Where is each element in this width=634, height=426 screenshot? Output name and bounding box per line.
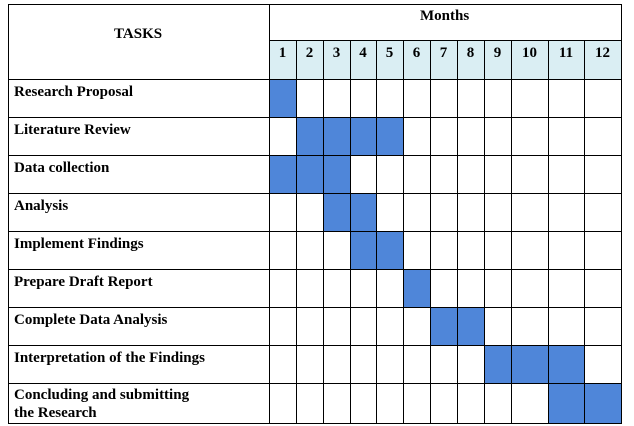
grid-line-vertical (484, 40, 485, 423)
task-bar-cell (376, 231, 403, 269)
task-label: Literature Review (14, 122, 131, 138)
grid-line-horizontal (8, 423, 622, 424)
grid-line-vertical (296, 40, 297, 423)
grid-line-vertical (621, 4, 622, 423)
grid-line-vertical (8, 4, 9, 423)
task-bar-cell (457, 307, 484, 345)
grid-line-vertical (350, 40, 351, 423)
task-bar-cell (430, 307, 457, 345)
month-number: 6 (412, 45, 421, 61)
month-header-background (269, 40, 621, 79)
grid-line-horizontal (8, 345, 622, 346)
month-number: 2 (305, 45, 314, 61)
task-label: Prepare Draft Report (14, 274, 153, 290)
task-label: Research Proposal (14, 84, 134, 100)
task-bar-cell (350, 117, 376, 155)
grid-line-vertical (323, 40, 324, 423)
task-bar-cell (296, 117, 323, 155)
grid-line-horizontal (8, 4, 622, 5)
task-label: Data collection (14, 160, 110, 176)
task-bar-cell (323, 117, 350, 155)
grid-line-horizontal (8, 193, 622, 194)
task-label: Complete Data Analysis (14, 312, 168, 328)
month-number: 1 (278, 45, 287, 61)
grid-line-horizontal (8, 231, 622, 232)
grid-line-vertical (403, 40, 404, 423)
grid-line-horizontal (8, 307, 622, 308)
grid-line-vertical (511, 40, 512, 423)
month-number: 3 (332, 45, 341, 61)
task-label: Concluding and submitting (14, 387, 190, 403)
grid-line-vertical (457, 40, 458, 423)
month-number: 5 (385, 45, 394, 61)
task-label: Analysis (14, 198, 69, 214)
task-bar-cell (403, 269, 430, 307)
task-label: Implement Findings (14, 236, 144, 252)
task-bar-cell (548, 345, 584, 383)
month-number: 8 (466, 45, 475, 61)
task-bar-cell (269, 155, 296, 193)
grid-line-vertical (430, 40, 431, 423)
grid-line-horizontal (8, 269, 622, 270)
grid-line-horizontal (269, 40, 622, 41)
month-number: 7 (439, 45, 448, 61)
grid-line-vertical (584, 40, 585, 423)
task-bar-cell (548, 383, 584, 423)
task-bar-cell (350, 193, 376, 231)
task-bar-cell (511, 345, 548, 383)
month-number: 11 (558, 45, 574, 61)
task-bar-cell (376, 117, 403, 155)
grid-line-horizontal (8, 79, 622, 80)
task-label: Interpretation of the Findings (14, 350, 205, 366)
grid-line-horizontal (8, 383, 622, 384)
task-bar-cell (584, 383, 621, 423)
month-number: 9 (493, 45, 502, 61)
task-bar-cell (350, 231, 376, 269)
task-label: the Research (14, 405, 97, 421)
grid-line-horizontal (8, 117, 622, 118)
task-bar-cell (484, 345, 511, 383)
task-bar-cell (269, 79, 296, 117)
month-number: 12 (595, 45, 610, 61)
task-bar-cell (296, 155, 323, 193)
grid-line-vertical (376, 40, 377, 423)
months-header: Months (420, 8, 470, 24)
grid-line-vertical (548, 40, 549, 423)
grid-line-vertical (269, 4, 270, 423)
grid-line-horizontal (8, 155, 622, 156)
month-number: 10 (522, 45, 537, 61)
task-bar-cell (323, 193, 350, 231)
task-bar-cell (323, 155, 350, 193)
tasks-header: TASKS (114, 26, 163, 42)
month-number: 4 (359, 45, 367, 61)
